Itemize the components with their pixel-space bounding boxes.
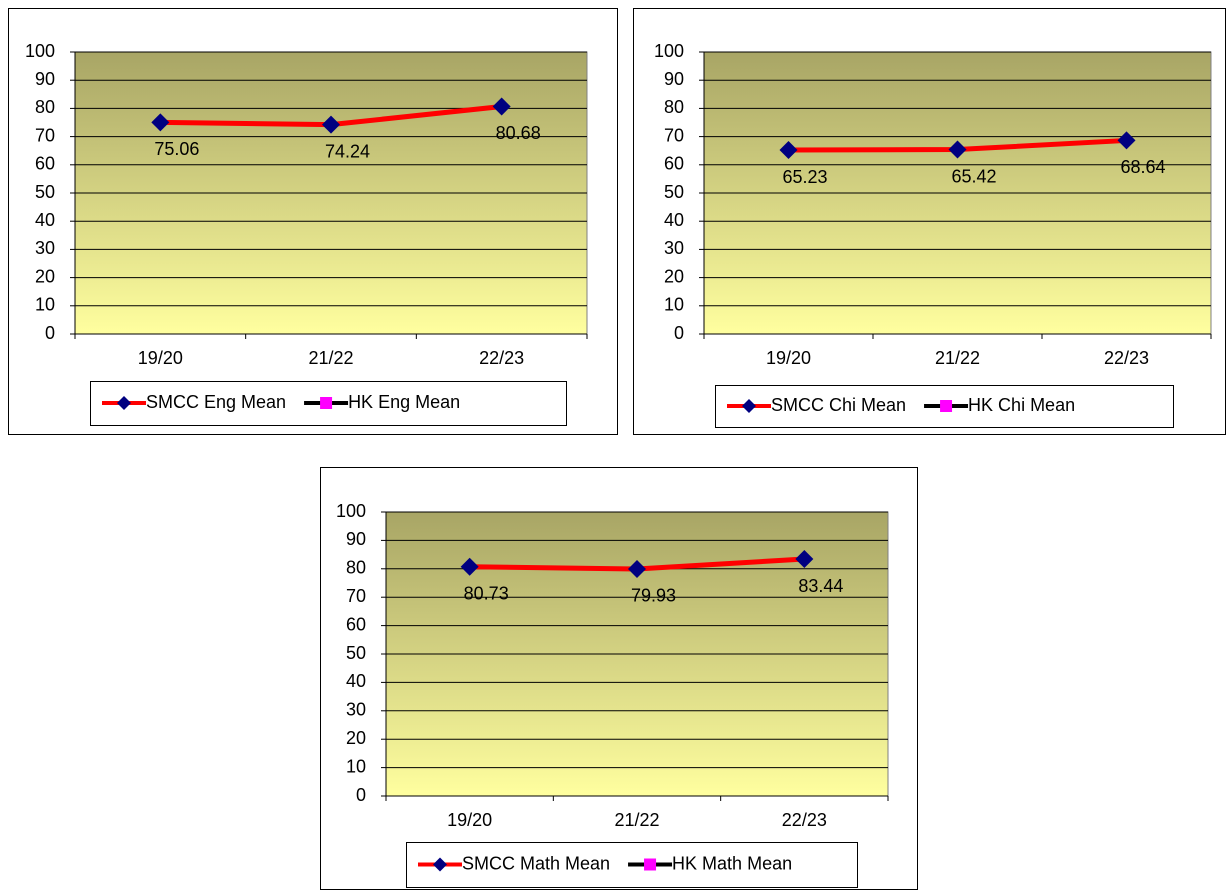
y-tick-label: 40 [346, 671, 366, 691]
y-tick-label: 10 [35, 295, 55, 315]
x-tick-label: 19/20 [447, 810, 492, 830]
marker [948, 140, 967, 159]
legend-label: HK Eng Mean [348, 392, 460, 412]
y-tick-label: 50 [35, 182, 55, 202]
x-tick-label: 19/20 [766, 348, 811, 368]
y-tick-label: 100 [654, 41, 684, 61]
y-tick-label: 100 [336, 501, 366, 521]
data-label: 80.68 [496, 123, 541, 143]
y-tick-label: 90 [664, 69, 684, 89]
data-label: 80.73 [464, 583, 509, 603]
y-tick-label: 70 [346, 586, 366, 606]
legend-marker [940, 400, 953, 412]
y-tick-label: 40 [35, 210, 55, 230]
legend-label: HK Math Mean [672, 853, 792, 873]
y-tick-label: 20 [35, 266, 55, 286]
y-tick-label: 90 [346, 529, 366, 549]
marker [492, 97, 511, 116]
x-tick-label: 21/22 [935, 348, 980, 368]
x-tick-label: 21/22 [308, 348, 353, 368]
y-tick-label: 50 [346, 643, 366, 663]
marker [1117, 131, 1136, 150]
y-tick-label: 20 [346, 728, 366, 748]
data-label: 68.64 [1121, 157, 1166, 177]
y-tick-label: 60 [664, 154, 684, 174]
x-tick-label: 22/23 [1104, 348, 1149, 368]
legend-label: SMCC Chi Mean [771, 395, 906, 415]
y-tick-label: 60 [35, 154, 55, 174]
y-tick-label: 70 [35, 125, 55, 145]
y-tick-label: 100 [25, 41, 55, 61]
data-label: 75.06 [154, 139, 199, 159]
y-tick-label: 20 [664, 266, 684, 286]
y-tick-label: 80 [664, 97, 684, 117]
y-tick-label: 30 [346, 700, 366, 720]
y-tick-label: 60 [346, 614, 366, 634]
legend-marker [320, 397, 333, 409]
y-tick-label: 10 [346, 756, 366, 776]
y-tick-label: 30 [35, 238, 55, 258]
legend-label: SMCC Eng Mean [146, 392, 286, 412]
legend-label: SMCC Math Mean [462, 853, 610, 873]
data-label: 65.23 [783, 167, 828, 187]
data-label: 74.24 [325, 141, 370, 161]
y-tick-label: 0 [674, 323, 684, 343]
x-tick-label: 22/23 [782, 810, 827, 830]
legend-marker [117, 396, 131, 410]
y-tick-label: 40 [664, 210, 684, 230]
legend-marker [644, 858, 657, 871]
y-tick-label: 70 [664, 125, 684, 145]
marker [151, 113, 170, 132]
marker [628, 559, 646, 578]
y-tick-label: 30 [664, 238, 684, 258]
y-tick-label: 80 [346, 558, 366, 578]
y-tick-label: 50 [664, 182, 684, 202]
legend-label: HK Chi Mean [968, 395, 1075, 415]
y-tick-label: 0 [45, 323, 55, 343]
data-label: 79.93 [631, 586, 676, 606]
y-tick-label: 10 [664, 295, 684, 315]
data-label: 65.42 [952, 166, 997, 186]
y-tick-label: 80 [35, 97, 55, 117]
x-tick-label: 19/20 [138, 348, 183, 368]
x-tick-label: 22/23 [479, 348, 524, 368]
marker [779, 141, 798, 160]
marker [795, 550, 814, 569]
legend-marker [742, 399, 756, 413]
x-tick-label: 21/22 [614, 810, 659, 830]
y-tick-label: 90 [35, 69, 55, 89]
marker [460, 557, 479, 576]
legend-marker [433, 857, 447, 872]
data-label: 83.44 [798, 576, 843, 596]
marker [322, 115, 340, 134]
y-tick-label: 0 [356, 785, 366, 805]
